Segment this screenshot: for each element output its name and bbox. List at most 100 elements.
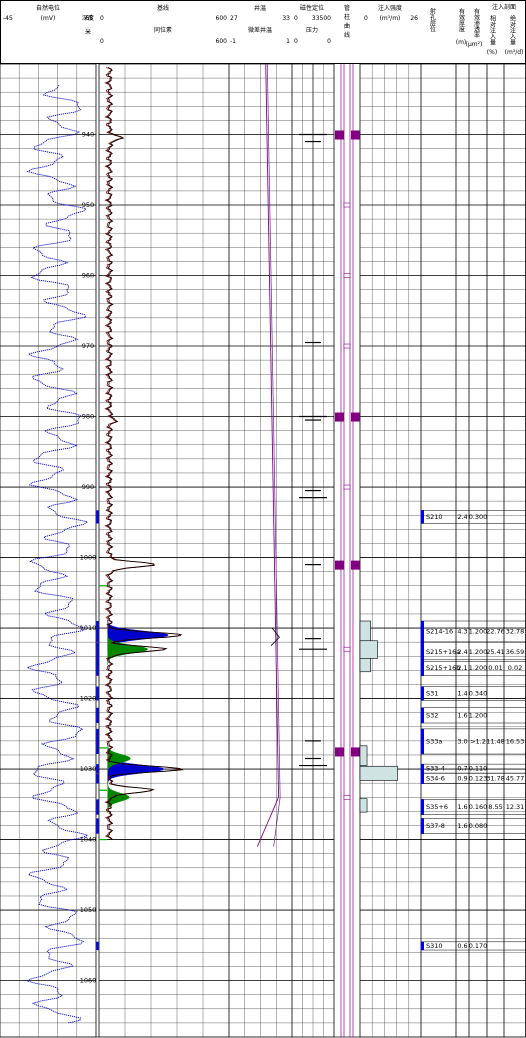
pressure-min: 0 bbox=[294, 38, 298, 45]
perf-depth-marker bbox=[96, 686, 99, 701]
perf-layer-name: S35+6 bbox=[426, 803, 448, 811]
depth-tick-label: 1030 bbox=[80, 765, 97, 773]
diff-temperature-curve bbox=[266, 63, 281, 847]
perf-marker bbox=[421, 941, 424, 951]
perf-perm: 0.080 bbox=[469, 822, 488, 830]
depth-tick-label: 1000 bbox=[80, 554, 97, 562]
depth-tick-label: 950 bbox=[82, 201, 94, 209]
perf-rel: 25.41 bbox=[486, 648, 505, 656]
pipe-collar bbox=[343, 273, 351, 278]
perf-depth-marker bbox=[96, 773, 99, 784]
perf-rel: 11.48 bbox=[486, 737, 505, 745]
rel-title: 相对注入量 bbox=[489, 14, 496, 46]
isotope-min: 0 bbox=[100, 38, 104, 45]
rel-unit: (%) bbox=[487, 49, 497, 56]
perf-depth-marker bbox=[96, 659, 99, 676]
sp-unit: (mV) bbox=[41, 15, 56, 22]
perf-layer-name: S32 bbox=[426, 711, 438, 719]
pipe-coupling-right bbox=[351, 747, 360, 757]
pipe-collar bbox=[343, 484, 351, 490]
pipe-coupling-right bbox=[351, 412, 360, 422]
perf-perm: >1.2 bbox=[470, 737, 486, 745]
pipe-coupling-left bbox=[335, 130, 344, 140]
perf-thickness: 3.0 bbox=[457, 737, 467, 745]
perf-perm: 0.340 bbox=[469, 690, 488, 698]
pipe-collar bbox=[343, 202, 351, 208]
perf-layer-name: S33-4 bbox=[426, 765, 445, 773]
perf-marker bbox=[421, 642, 424, 662]
perm-unit: (μm²) bbox=[466, 41, 483, 48]
perf-depth-marker bbox=[96, 707, 99, 724]
perf-rel: 22.76 bbox=[486, 627, 505, 635]
perf-thickness: 2.4 bbox=[457, 513, 467, 521]
perf-layer-name: S31 bbox=[426, 690, 438, 698]
intensity-bar bbox=[359, 765, 398, 781]
pressure-max: 0 bbox=[327, 38, 331, 45]
thickness-unit: (m) bbox=[456, 39, 467, 46]
perf-depth-marker bbox=[96, 941, 99, 951]
perf-depth-marker bbox=[96, 510, 99, 524]
perf-rel: 8.55 bbox=[488, 803, 502, 811]
pipe-coupling-left bbox=[335, 747, 344, 757]
baseline-max: 600 bbox=[216, 15, 228, 22]
isotope-title: 同位素 bbox=[154, 26, 172, 34]
perf-marker bbox=[421, 621, 424, 642]
pipe-title: 管柱曲线 bbox=[344, 4, 350, 39]
perf-abs: 16.53 bbox=[506, 737, 525, 745]
pressure-title: 压力 bbox=[306, 26, 318, 34]
perf-layer-name: S215+16b bbox=[426, 664, 460, 672]
perf-marker bbox=[421, 799, 424, 815]
perf-layer-name: S310 bbox=[426, 942, 443, 950]
depth-tick-label: 960 bbox=[82, 272, 94, 280]
diff-temp-min: -1 bbox=[230, 38, 236, 45]
pipe-coupling-right bbox=[351, 130, 360, 140]
perf-thickness: 0.6 bbox=[457, 942, 467, 950]
perf-depth-marker bbox=[96, 818, 99, 834]
intensity-title: 注入强度 bbox=[378, 4, 402, 12]
isotope-peak bbox=[107, 781, 130, 813]
perf-thickness: 4.3 bbox=[457, 627, 467, 635]
perf-rel: 31.78 bbox=[486, 774, 505, 782]
thickness-title: 有效厚度 bbox=[458, 7, 465, 33]
perf-marker bbox=[421, 764, 424, 774]
baseline-curve bbox=[104, 67, 182, 840]
sp-max: 65 bbox=[85, 15, 93, 22]
depth-tick-label: 1050 bbox=[80, 906, 97, 914]
abs-unit: (m³/d) bbox=[505, 49, 524, 56]
perf-depth-marker bbox=[96, 799, 99, 815]
intensity-bar bbox=[359, 640, 378, 659]
perf-perm: 1.200 bbox=[469, 648, 488, 656]
depth-tick-label: 1010 bbox=[80, 624, 97, 632]
perf-marker bbox=[421, 707, 424, 724]
perf-perm: 0.110 bbox=[469, 765, 488, 773]
depth-title: 深度 bbox=[82, 14, 94, 22]
profile-title: 注入剖面 bbox=[492, 3, 516, 11]
intensity-bar bbox=[359, 798, 368, 813]
abs-title: 绝对注入量 bbox=[509, 14, 516, 46]
perf-thickness: 2.1 bbox=[457, 664, 467, 672]
perf-rel: 0.01 bbox=[488, 664, 502, 672]
sp-title: 自然电位 bbox=[36, 4, 60, 12]
perf-perm: 0.300 bbox=[469, 513, 488, 521]
diff-temp-title: 微差井温 bbox=[248, 26, 272, 34]
depth-tick-label: 1060 bbox=[80, 977, 97, 985]
perf-depth-marker bbox=[96, 621, 99, 642]
baseline-min: 0 bbox=[100, 15, 104, 22]
depth-tick-label: 1040 bbox=[80, 836, 97, 844]
isotope-peak bbox=[107, 743, 131, 774]
sp-curve bbox=[25, 84, 89, 1024]
intensity-bar bbox=[359, 745, 368, 766]
perf-perm: 0.160 bbox=[469, 803, 488, 811]
temp-min: 27 bbox=[230, 15, 238, 22]
perf-marker bbox=[421, 728, 424, 755]
temperature-curve bbox=[256, 64, 279, 847]
temp-title: 井温 bbox=[254, 4, 266, 12]
perf-perm: 1.200 bbox=[469, 711, 488, 719]
perf-thickness: 0.9 bbox=[457, 774, 467, 782]
depth-tick-label: 990 bbox=[82, 483, 94, 491]
perf-perm: 1.200 bbox=[469, 627, 488, 635]
intensity-min: 0 bbox=[364, 15, 368, 22]
intensity-unit: (m³/m) bbox=[380, 15, 401, 22]
perf-thickness: 0.7 bbox=[457, 765, 467, 773]
